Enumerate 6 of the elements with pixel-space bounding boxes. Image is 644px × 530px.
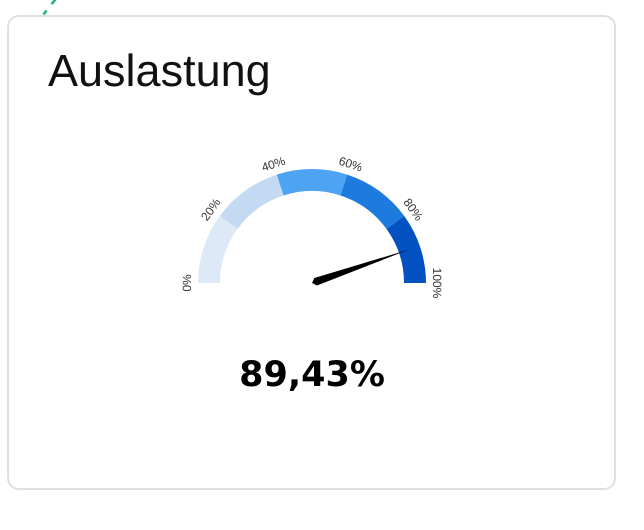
text: 60% (337, 154, 365, 175)
text: 0% (180, 274, 194, 292)
text: Auslastung (48, 45, 271, 96)
data-label: 89,43% (239, 355, 385, 395)
text: 100% (430, 268, 444, 299)
text: 40% (260, 154, 288, 174)
